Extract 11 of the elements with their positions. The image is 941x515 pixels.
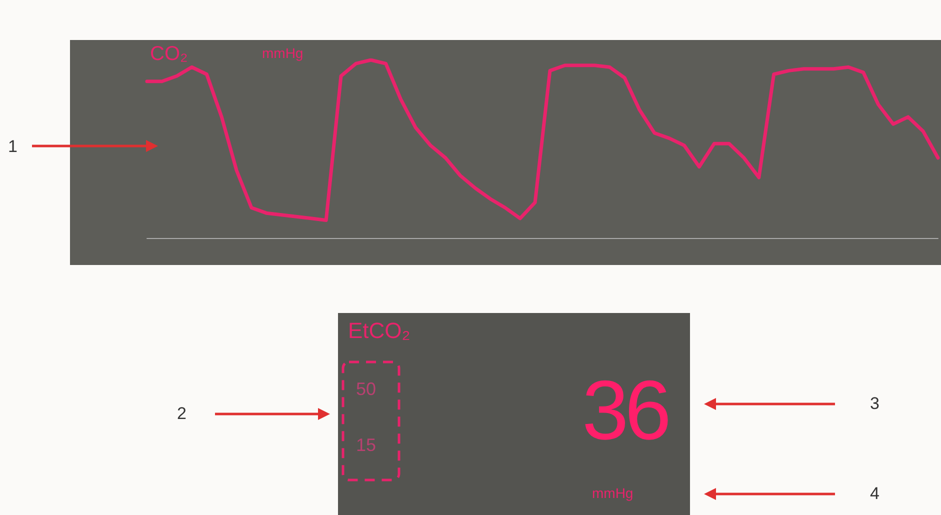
text: 50 <box>356 379 376 399</box>
text: 36 <box>582 363 668 457</box>
text: EtCO₂ <box>348 318 410 343</box>
text: 3 <box>870 394 880 413</box>
text: mmHg <box>592 485 634 501</box>
y-axis-title: CO₂ <box>150 43 188 65</box>
text: 4 <box>870 484 880 503</box>
text: 1 <box>8 137 18 156</box>
text: 15 <box>356 435 376 455</box>
annotation: mmHg <box>262 45 304 61</box>
text: 2 <box>177 404 186 423</box>
